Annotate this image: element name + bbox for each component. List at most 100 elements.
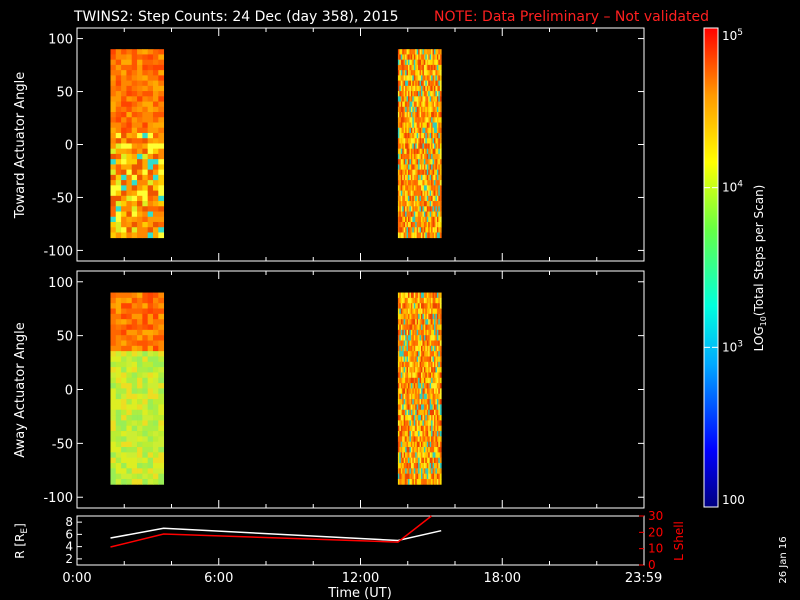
- heatmap-cell: [131, 361, 138, 368]
- heatmap-cell: [152, 91, 159, 97]
- heatmap-cell: [126, 232, 133, 239]
- heatmap-cell: [110, 297, 117, 304]
- heatmap-cell: [415, 361, 418, 368]
- heatmap-cell: [431, 180, 433, 186]
- heatmap-cell: [413, 420, 416, 427]
- heatmap-cell: [147, 70, 154, 76]
- heatmap-cell: [405, 356, 407, 363]
- heatmap-cell: [397, 195, 400, 202]
- heatmap-cell: [423, 70, 426, 76]
- colorbar-tick-label: 100: [722, 493, 745, 507]
- heatmap-cell: [406, 372, 409, 379]
- heatmap-cell: [421, 462, 423, 469]
- heatmap-cell: [137, 340, 143, 347]
- heatmap-cell: [434, 361, 436, 368]
- heatmap-cell: [152, 478, 159, 485]
- heatmap-cell: [137, 473, 143, 480]
- heatmap-cell: [434, 388, 436, 395]
- heatmap-cell: [115, 112, 122, 118]
- heatmap-cell: [413, 361, 416, 368]
- heatmap-cell: [413, 75, 416, 81]
- heatmap-cell: [415, 345, 418, 352]
- heatmap-cell: [434, 473, 436, 480]
- heatmap-cell: [419, 54, 422, 61]
- heatmap-cell: [402, 478, 405, 485]
- heatmap-cell: [402, 313, 405, 320]
- heatmap-cell: [432, 211, 435, 218]
- heatmap-cell: [425, 388, 428, 395]
- heatmap-cell: [436, 319, 439, 325]
- heatmap-cell: [421, 372, 423, 379]
- heatmap-cell: [415, 377, 418, 384]
- heatmap-cell: [421, 211, 423, 218]
- heatmap-cell: [397, 425, 400, 432]
- heatmap-cell: [115, 436, 122, 443]
- heatmap-cell: [121, 70, 127, 76]
- heatmap-cell: [402, 153, 405, 160]
- heatmap-cell: [428, 356, 431, 363]
- y-tick-label-right: 30: [648, 509, 663, 523]
- heatmap-cell: [408, 180, 410, 186]
- heatmap-cell: [415, 80, 418, 87]
- heatmap-cell: [415, 70, 418, 76]
- heatmap-cell: [428, 404, 431, 411]
- heatmap-cell: [415, 415, 418, 421]
- heatmap-cell: [110, 101, 117, 108]
- heatmap-cell: [137, 112, 143, 118]
- heatmap-cell: [421, 148, 423, 155]
- heatmap-cell: [409, 59, 412, 66]
- heatmap-cell: [423, 345, 426, 352]
- heatmap-cell: [422, 190, 425, 197]
- heatmap-cell: [147, 335, 154, 341]
- heatmap-cell: [408, 377, 410, 384]
- heatmap-cell: [412, 227, 415, 233]
- heatmap-cell: [426, 297, 429, 304]
- heatmap-cell: [126, 388, 133, 395]
- heatmap-cell: [422, 185, 425, 191]
- heatmap-cell: [400, 335, 403, 341]
- heatmap-cell: [126, 117, 133, 123]
- heatmap-cell: [406, 297, 409, 304]
- heatmap-cell: [410, 117, 413, 123]
- heatmap-cell: [428, 169, 431, 176]
- heatmap-cell: [110, 206, 117, 212]
- heatmap-cell: [426, 462, 429, 469]
- heatmap-cell: [115, 195, 122, 202]
- heatmap-cell: [418, 324, 420, 331]
- orbit-lines: [110, 515, 442, 548]
- heatmap-cell: [158, 64, 165, 71]
- heatmap-cell: [152, 468, 159, 475]
- heatmap-cell: [428, 201, 431, 207]
- heatmap-cell: [405, 452, 407, 459]
- heatmap-cell: [405, 345, 407, 352]
- heatmap-cell: [403, 447, 406, 453]
- heatmap-cell: [422, 292, 425, 299]
- heatmap-cell: [429, 345, 432, 352]
- heatmap-cell: [397, 138, 400, 144]
- heatmap-cell: [423, 159, 426, 165]
- heatmap-cell: [413, 211, 416, 218]
- heatmap-cell: [399, 174, 402, 181]
- heatmap-cell: [429, 195, 432, 202]
- heatmap-cell: [409, 297, 412, 304]
- heatmap-cell: [131, 54, 138, 61]
- heatmap-cell: [399, 335, 402, 341]
- heatmap-cell: [158, 70, 165, 76]
- heatmap-cell: [428, 206, 431, 212]
- heatmap-cell: [406, 340, 409, 347]
- heatmap-cell: [400, 329, 403, 336]
- heatmap-cell: [137, 335, 143, 341]
- heatmap-cell: [142, 221, 149, 228]
- heatmap-cell: [137, 174, 143, 181]
- heatmap-cell: [439, 70, 442, 76]
- heatmap-cell: [131, 292, 138, 299]
- heatmap-cell: [426, 345, 429, 352]
- heatmap-cell: [429, 216, 432, 223]
- heatmap-cell: [410, 345, 413, 352]
- y-tick-label-right: 20: [648, 525, 663, 539]
- heatmap-cell: [137, 59, 143, 66]
- heatmap-cell: [416, 383, 419, 389]
- heatmap-cell: [429, 308, 432, 315]
- heatmap-cell: [415, 201, 418, 207]
- heatmap-cell: [429, 227, 432, 233]
